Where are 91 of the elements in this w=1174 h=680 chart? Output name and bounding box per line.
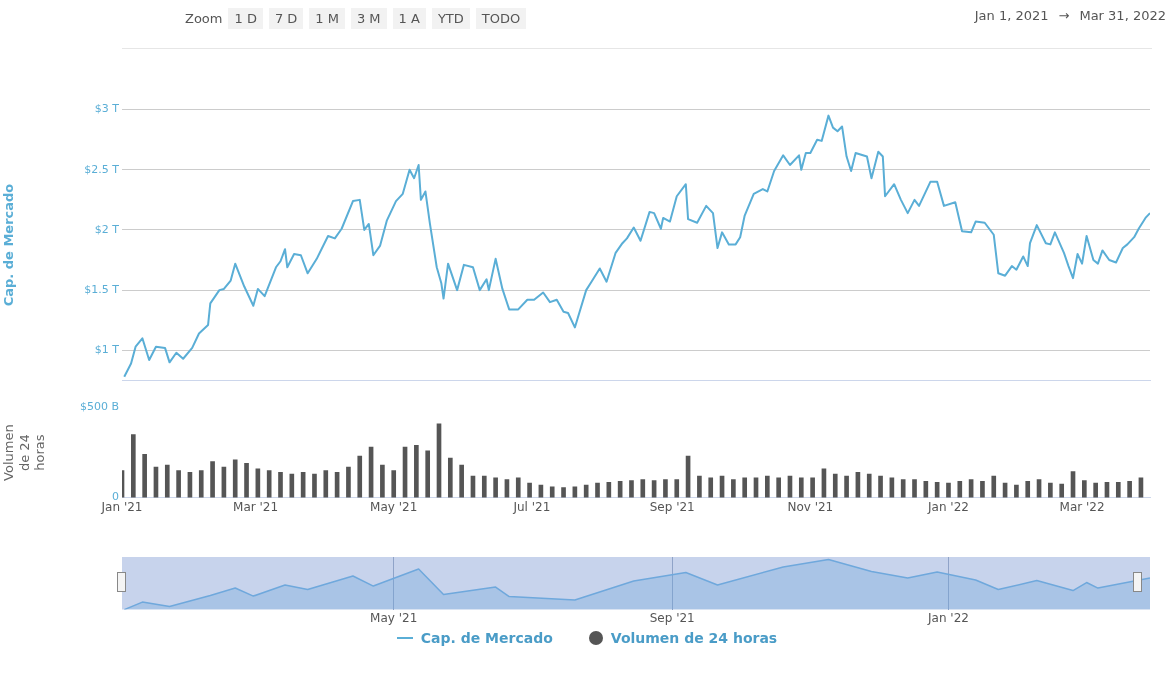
bar [1048, 482, 1053, 498]
bar [561, 487, 566, 498]
bar [765, 475, 770, 498]
legend-label: Cap. de Mercado [420, 630, 553, 646]
bar [606, 481, 612, 498]
text: 3 M [350, 8, 387, 29]
text: Jan 1, 2021 [974, 8, 1049, 23]
bar [425, 450, 431, 498]
x-tick-label: Mar '22 [1059, 499, 1105, 514]
bar [663, 479, 668, 498]
bar [357, 455, 363, 498]
bar [391, 470, 397, 498]
x-tick-label: Sep '21 [649, 610, 695, 625]
bar [164, 464, 170, 498]
text: 1 D [228, 8, 263, 29]
y-axis-title: Cap. de Mercado [1, 183, 17, 307]
bar [176, 470, 181, 498]
x-tick-label: May '21 [370, 610, 418, 625]
bar [957, 481, 963, 498]
x-tick-label: Nov '21 [787, 499, 834, 514]
bar [232, 459, 238, 498]
bar [991, 475, 997, 498]
bar [1093, 482, 1098, 498]
bar [323, 470, 329, 498]
bar [697, 475, 702, 498]
bar [481, 475, 487, 498]
bar [266, 470, 272, 498]
bar [278, 472, 283, 498]
bar [832, 473, 838, 498]
bar [459, 464, 464, 498]
x-tick-label: Jul '21 [512, 499, 551, 514]
x-tick-label: Jan '22 [927, 499, 969, 514]
y-tick-label: $3 T [94, 102, 120, 116]
bar [742, 477, 748, 498]
bar [312, 473, 317, 498]
bar [289, 473, 295, 498]
bar [493, 477, 498, 498]
x-tick-label: Sep '21 [649, 499, 695, 514]
text: 1 M [309, 8, 345, 29]
bar [549, 486, 555, 498]
bar [640, 479, 646, 498]
bar [210, 461, 215, 498]
bar [1014, 484, 1019, 498]
y-tick-label: $500 B [79, 400, 119, 414]
text: Mar 31, 2022 [1079, 8, 1166, 23]
bar [448, 457, 453, 498]
text: 7 D [268, 8, 304, 29]
text: 1 A [392, 8, 426, 29]
bar [798, 477, 804, 498]
bar [912, 479, 917, 498]
y-tick-label: $2 T [94, 222, 120, 236]
y-axis-title: Volumen de 24 horas [1, 424, 48, 481]
bar [1059, 483, 1065, 498]
bar [731, 479, 736, 498]
text: Zoom [185, 11, 223, 26]
legend-label: Volumen de 24 horas [610, 630, 778, 646]
bar [583, 484, 589, 498]
text: → [1058, 8, 1070, 23]
text: TODO [475, 8, 527, 29]
bar [810, 477, 815, 498]
bar [776, 477, 781, 498]
bar [980, 481, 985, 498]
y-tick-label: $2.5 T [84, 162, 120, 176]
bar [198, 470, 204, 498]
bar [844, 475, 849, 498]
bar [130, 434, 136, 498]
bar [414, 445, 419, 498]
bar [946, 482, 951, 498]
bar [708, 477, 714, 498]
y-tick-label: $1 T [94, 343, 120, 357]
bar [629, 480, 634, 498]
bar [595, 482, 600, 498]
text: YTD [431, 8, 470, 29]
bar [244, 463, 249, 498]
bar [346, 466, 351, 498]
x-tick-label: Jan '22 [927, 610, 969, 625]
bar [866, 473, 872, 498]
bar [900, 479, 906, 498]
bar [878, 475, 883, 498]
bar [1082, 480, 1087, 498]
x-tick-label: Mar '21 [233, 499, 279, 514]
bar [1025, 481, 1031, 498]
bar [1127, 481, 1132, 498]
bar [515, 477, 521, 498]
y-tick-label: $1.5 T [84, 282, 120, 296]
bar [674, 479, 680, 498]
bar [142, 454, 147, 498]
x-tick-label: May '21 [370, 499, 418, 514]
bar [380, 464, 385, 498]
bar [527, 482, 532, 498]
bar [1115, 481, 1121, 498]
